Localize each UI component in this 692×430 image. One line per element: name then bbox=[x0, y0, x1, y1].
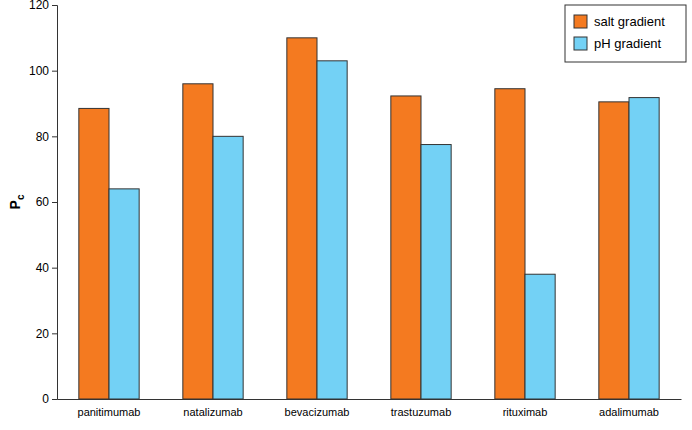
y-tick-label: 80 bbox=[36, 130, 50, 144]
bar bbox=[391, 96, 421, 399]
y-tick: 60 bbox=[36, 195, 57, 209]
bar bbox=[495, 89, 525, 399]
chart: 0 20 40 60 80 100 120 panitimumab natalizumab bev… bbox=[0, 0, 692, 430]
x-tick: trastuzumab bbox=[391, 399, 452, 418]
x-tick: panitimumab bbox=[78, 399, 141, 418]
y-tick-label: 60 bbox=[36, 195, 50, 209]
bar bbox=[213, 136, 243, 399]
bars bbox=[79, 38, 659, 399]
legend: salt gradient pH gradient bbox=[565, 5, 686, 62]
y-tick-label: 120 bbox=[29, 0, 49, 12]
bar bbox=[109, 189, 139, 399]
y-tick-label: 20 bbox=[36, 327, 50, 341]
x-tick-label: bevacizumab bbox=[285, 406, 350, 418]
x-tick-label: trastuzumab bbox=[391, 406, 452, 418]
y-axis-line bbox=[52, 6, 58, 400]
y-tick: 100 bbox=[29, 64, 57, 78]
bar bbox=[317, 61, 347, 399]
x-axis: panitimumab natalizumab bevacizumab trastuz… bbox=[58, 399, 682, 418]
legend-label: salt gradient bbox=[594, 14, 665, 29]
y-axis: 0 20 40 60 80 100 120 bbox=[29, 0, 58, 406]
y-tick: 40 bbox=[36, 261, 57, 275]
y-tick-mark bbox=[52, 136, 57, 137]
y-tick-mark bbox=[52, 399, 57, 400]
bar bbox=[629, 98, 659, 399]
bar bbox=[599, 102, 629, 399]
x-tick-label: panitimumab bbox=[78, 406, 141, 418]
y-tick-mark bbox=[52, 202, 57, 203]
legend-swatch bbox=[574, 37, 587, 50]
bar bbox=[525, 274, 555, 399]
x-tick-label: rituximab bbox=[503, 406, 548, 418]
x-tick: adalimumab bbox=[599, 399, 659, 418]
x-tick-label: adalimumab bbox=[599, 406, 659, 418]
bar bbox=[183, 84, 213, 399]
y-tick-mark bbox=[52, 268, 57, 269]
y-tick: 80 bbox=[36, 130, 57, 144]
y-tick: 120 bbox=[29, 0, 57, 12]
y-axis-title: Pc bbox=[7, 194, 26, 209]
y-tick-mark bbox=[52, 5, 57, 6]
y-tick-mark bbox=[52, 71, 57, 72]
y-tick-mark bbox=[52, 333, 57, 334]
x-axis-line bbox=[58, 399, 682, 400]
x-tick-label: natalizumab bbox=[183, 406, 242, 418]
bar bbox=[79, 108, 109, 399]
y-tick-label: 40 bbox=[36, 261, 50, 275]
x-tick: bevacizumab bbox=[285, 399, 350, 418]
x-tick: rituximab bbox=[503, 399, 548, 418]
y-tick-label: 0 bbox=[42, 392, 49, 406]
bar bbox=[421, 145, 451, 399]
legend-swatch bbox=[574, 15, 587, 28]
y-tick: 20 bbox=[36, 327, 57, 341]
legend-label: pH gradient bbox=[594, 36, 662, 51]
bar bbox=[287, 38, 317, 399]
y-tick: 0 bbox=[42, 392, 57, 406]
x-tick: natalizumab bbox=[183, 399, 242, 418]
plot: 0 20 40 60 80 100 120 panitimumab natalizumab bev… bbox=[29, 0, 682, 418]
y-tick-label: 100 bbox=[29, 64, 49, 78]
legend-box bbox=[565, 5, 686, 62]
